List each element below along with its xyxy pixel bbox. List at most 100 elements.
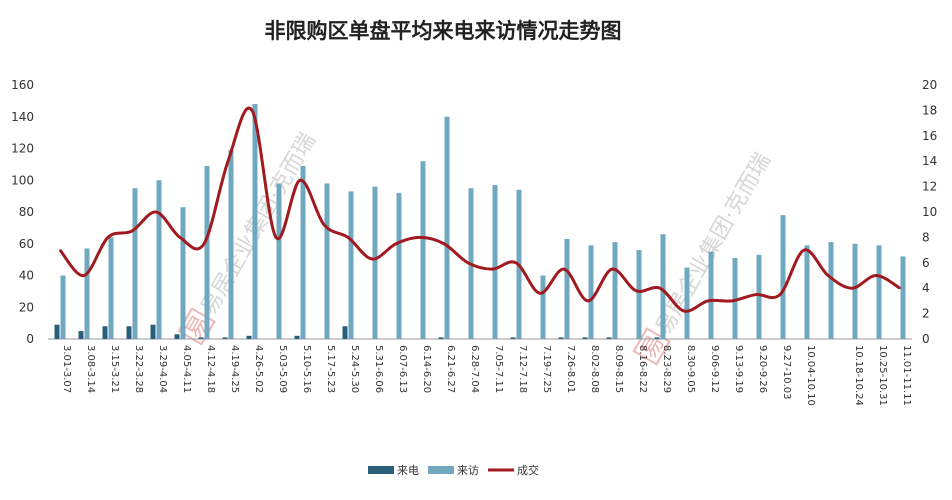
point-deals-1 — [83, 274, 85, 277]
x-tick-16: 6.21-6.27 — [445, 345, 456, 393]
bar-visits-29 — [756, 254, 762, 339]
point-deals-31 — [803, 249, 805, 251]
bar-calls-23 — [606, 337, 612, 339]
point-deals-12 — [347, 236, 349, 239]
point-deals-7 — [227, 160, 229, 162]
x-tick-5: 4.05-4.11 — [181, 345, 192, 393]
point-deals-13 — [371, 258, 373, 260]
bar-visits-31 — [804, 245, 810, 339]
bar-visits-3 — [132, 188, 138, 339]
x-tick-25: 8.23-8.29 — [661, 345, 672, 393]
bar-visits-18 — [492, 185, 498, 339]
bar-visits-12 — [348, 191, 354, 339]
point-deals-15 — [419, 236, 421, 239]
x-tick-32: 10.18-10.24 — [853, 345, 864, 406]
point-deals-22 — [587, 300, 589, 302]
y-left-tick-8: 160 — [11, 78, 34, 92]
x-tick-13: 5.31-6.06 — [373, 345, 384, 393]
bar-visits-30 — [780, 215, 786, 339]
bar-visits-4 — [156, 180, 162, 339]
bar-visits-8 — [252, 104, 258, 339]
point-deals-25 — [659, 287, 661, 290]
bar-calls-2 — [102, 326, 108, 339]
bar-calls-7 — [222, 337, 228, 339]
point-deals-33 — [851, 287, 853, 290]
bar-calls-12 — [342, 326, 348, 339]
x-tick-6: 4.12-4.18 — [205, 345, 216, 393]
bar-visits-28 — [732, 258, 738, 339]
bar-visits-7 — [228, 150, 234, 339]
point-deals-30 — [779, 293, 781, 296]
bar-calls-25 — [654, 337, 660, 339]
line-deals — [58, 106, 901, 313]
bar-visits-2 — [108, 237, 114, 339]
x-tick-26: 8.30-9.05 — [685, 345, 696, 393]
x-tick-28: 9.13-9.19 — [733, 345, 744, 393]
x-tick-34: 11.01-11.11 — [901, 345, 912, 406]
legend-label-deals: 成交 — [517, 463, 539, 477]
point-deals-18 — [491, 268, 493, 270]
bar-visits-15 — [420, 161, 426, 339]
y-right-tick-7: 14 — [922, 154, 937, 168]
x-tick-8: 4.26-5.02 — [253, 345, 264, 393]
y-right-tick-0: 0 — [922, 332, 930, 346]
x-tick-1: 3.08-3.14 — [85, 345, 96, 393]
x-tick-11: 5.17-5.23 — [325, 345, 336, 393]
point-deals-14 — [395, 242, 397, 245]
bar-visits-1 — [84, 248, 90, 339]
bar-visits-16 — [444, 116, 450, 339]
point-deals-20 — [539, 292, 541, 295]
point-deals-23 — [611, 268, 613, 270]
bar-visits-22 — [588, 245, 594, 339]
point-deals-17 — [467, 262, 469, 264]
x-tick-12: 5.24-5.30 — [349, 345, 360, 393]
y-left-tick-4: 80 — [19, 205, 34, 219]
point-deals-34 — [875, 274, 877, 277]
bar-visits-32 — [828, 242, 834, 339]
x-tick-31: 10.04-10.10 — [805, 345, 816, 406]
y-left-tick-7: 140 — [11, 110, 34, 124]
point-deals-10 — [299, 179, 301, 182]
point-deals-4 — [155, 211, 157, 213]
bars-layer — [54, 104, 906, 339]
point-deals-3 — [131, 230, 133, 232]
bar-visits-11 — [324, 183, 330, 339]
y-right-tick-3: 6 — [922, 256, 930, 270]
bar-visits-26 — [684, 267, 690, 339]
x-tick-30: 9.27-10.03 — [781, 345, 792, 400]
point-deals-5 — [179, 236, 181, 239]
point-deals-27 — [707, 300, 709, 302]
bar-calls-0 — [54, 324, 60, 339]
bar-calls-10 — [294, 335, 300, 339]
x-tick-labels: 3.01-3.07 3.08-3.14 3.15-3.21 3.22-3.28 3.29… — [61, 345, 912, 406]
bar-visits-13 — [372, 186, 378, 339]
x-tick-14: 6.07-6.13 — [397, 345, 408, 393]
x-tick-21: 7.26-8.01 — [565, 345, 576, 393]
bar-visits-20 — [540, 275, 546, 339]
bar-visits-5 — [180, 207, 186, 339]
bar-visits-0 — [60, 275, 66, 339]
bar-calls-4 — [150, 324, 156, 339]
point-deals-29 — [755, 293, 757, 296]
bar-visits-10 — [300, 165, 306, 339]
point-deals-26 — [683, 310, 685, 312]
bar-calls-1 — [78, 331, 84, 339]
x-tick-17: 6.28-7.04 — [469, 345, 480, 393]
chart-title: 非限购区单盘平均来电来访情况走势图 — [265, 19, 622, 43]
point-deals-9 — [275, 236, 277, 239]
y-left-tick-1: 20 — [19, 300, 34, 314]
axes-layer: 0 20 40 60 80 100 120 140 160 0 2 4 6 8 10 12 14 16 18 20 — [11, 78, 937, 346]
legend-label-calls: 来电 — [397, 464, 419, 477]
x-tick-33: 10.25-10.31 — [877, 345, 888, 406]
x-tick-3: 3.22-3.28 — [133, 345, 144, 393]
legend-swatch-visits — [428, 466, 454, 474]
point-deals-6 — [203, 242, 205, 245]
y-left-tick-6: 120 — [11, 142, 34, 156]
x-tick-4: 3.29-4.04 — [157, 345, 168, 393]
y-right-tick-10: 20 — [922, 78, 937, 92]
y-right-tick-8: 16 — [922, 129, 937, 143]
x-tick-20: 7.19-7.25 — [541, 345, 552, 393]
bar-calls-8 — [246, 335, 252, 339]
x-tick-7: 4.19-4.25 — [229, 345, 240, 393]
